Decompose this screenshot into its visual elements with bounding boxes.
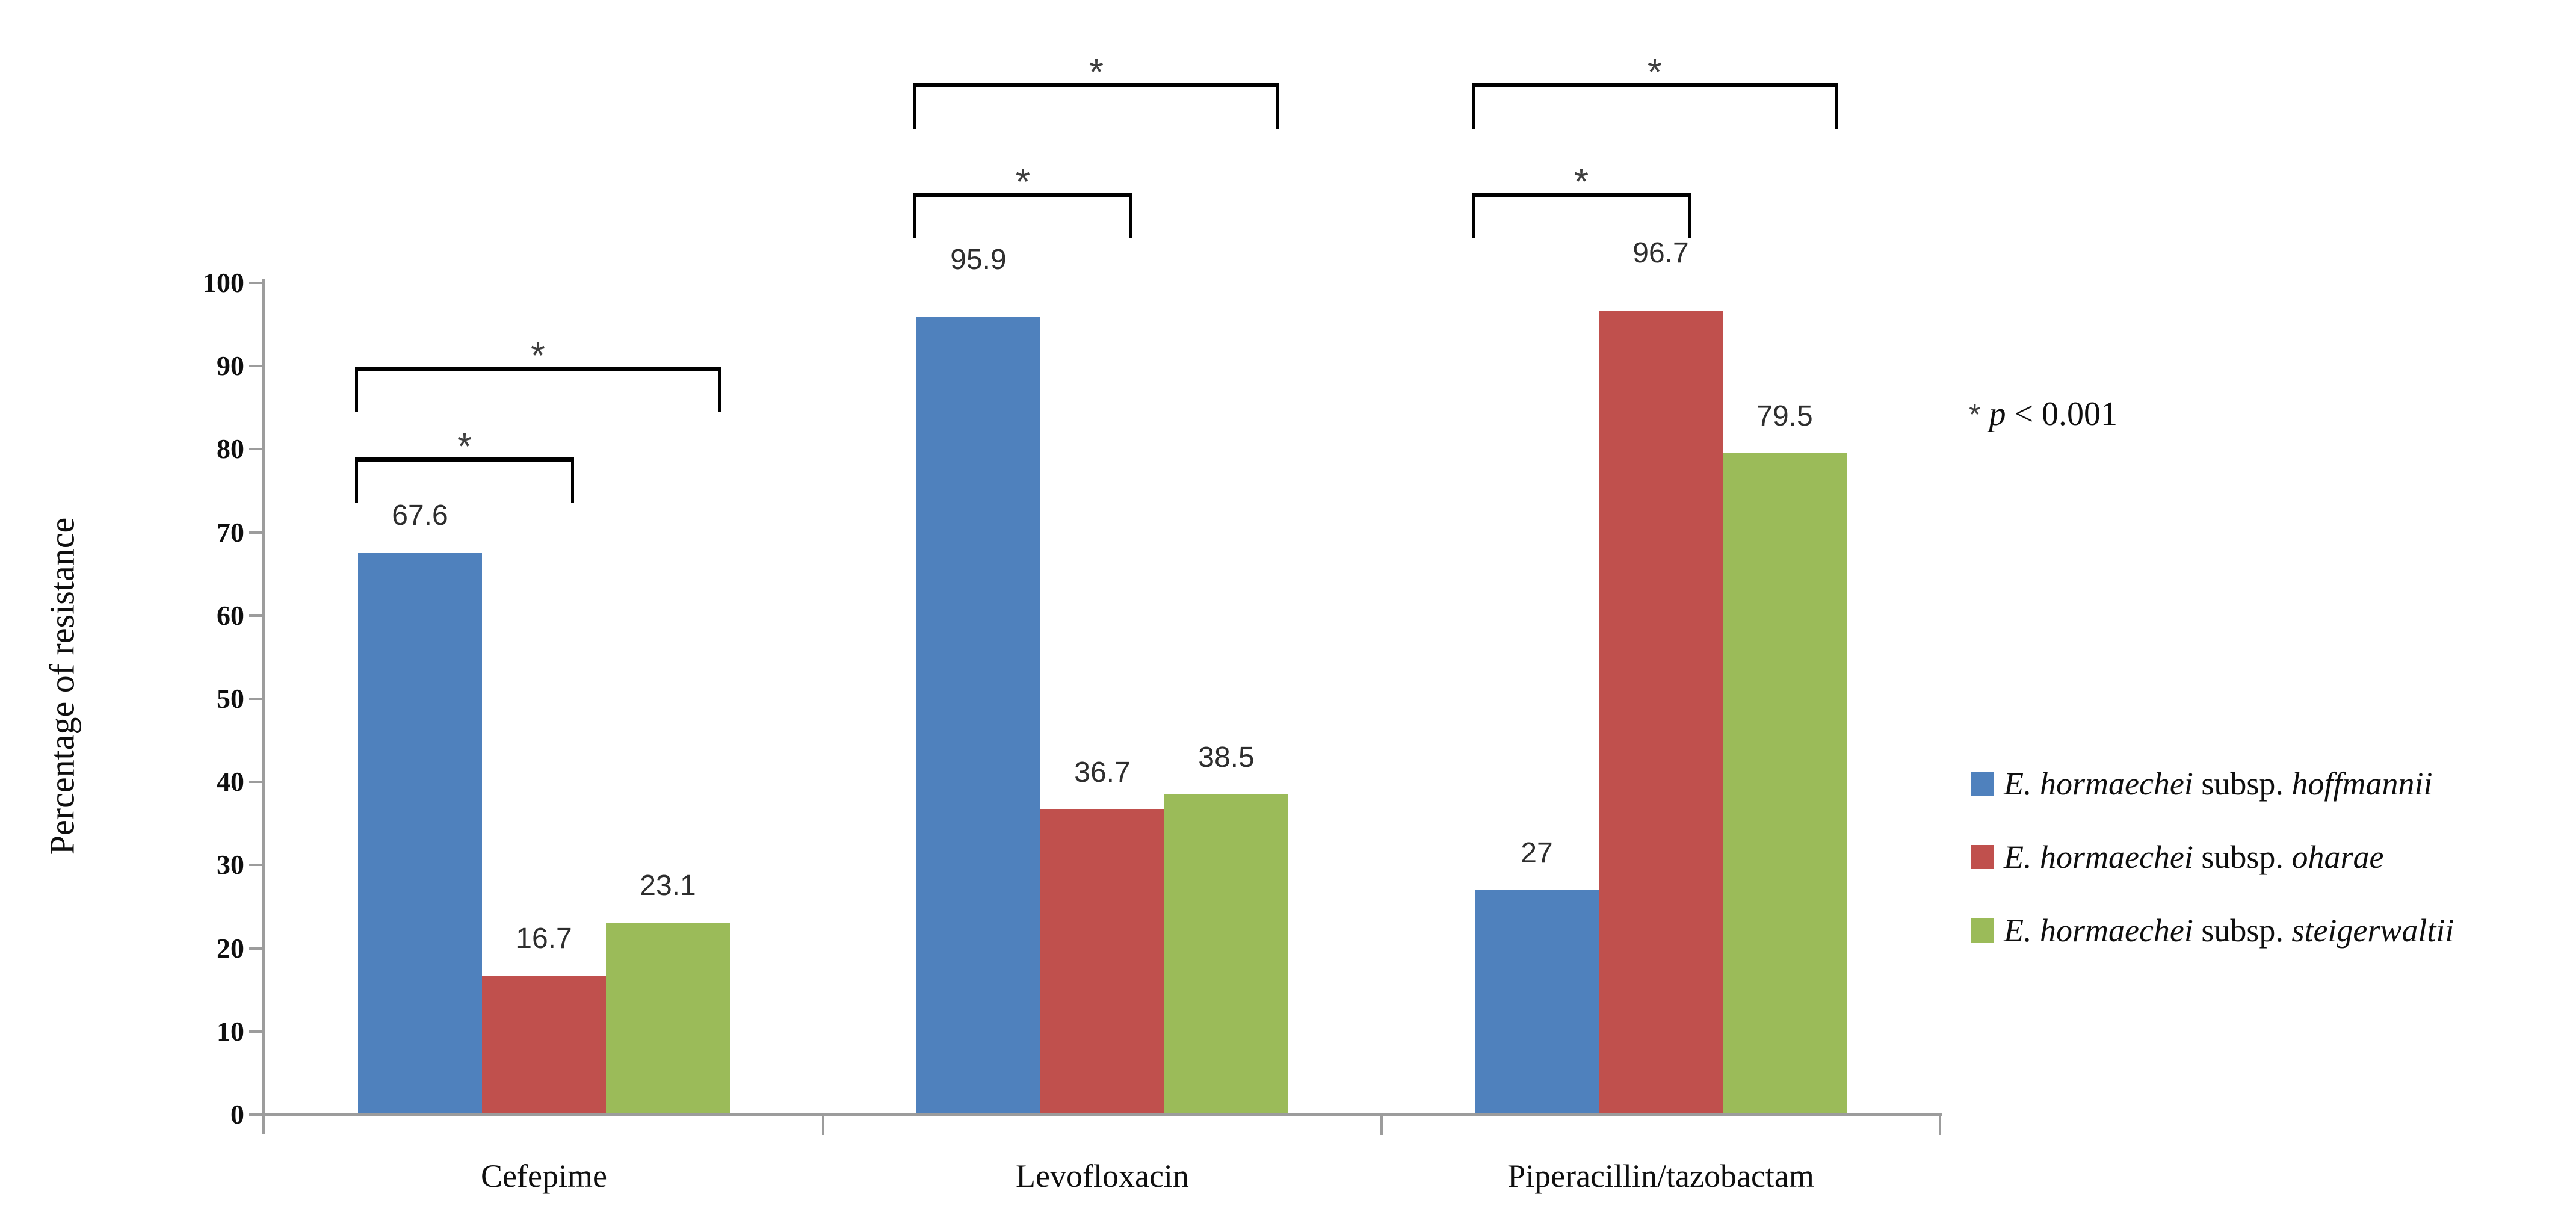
y-axis-tick-label: 50 [217,683,244,714]
bar-value-label: 95.9 [950,243,1007,276]
bar-steigerwaltii-Cefepime [606,923,730,1115]
legend-swatch [1971,772,1994,796]
significance-asterisk: * [1015,161,1031,203]
y-axis-tick-label: 30 [217,849,244,880]
bar-value-label: 23.1 [640,869,696,902]
significance-bracket [913,193,1132,238]
y-axis-tick [249,282,262,284]
legend-item: E. hormaechei subsp. oharae [1971,839,2383,875]
significance-note-p: p [1989,395,2006,433]
legend-label: E. hormaechei subsp. steigerwaltii [2004,912,2454,949]
x-axis-tick [1939,1115,1941,1135]
y-axis-tick [249,864,262,866]
significance-asterisk: * [1089,52,1104,93]
significance-asterisk: * [530,335,546,377]
legend-swatch [1971,845,1994,869]
y-axis-title: Percentage of resistance [42,517,82,855]
legend-item: E. hormaechei subsp. hoffmannii [1971,766,2432,802]
y-axis-tick [249,531,262,534]
bar-hoffmannii-Piperacillin/tazobactam [1475,890,1599,1115]
y-axis-tick-label: 60 [217,600,244,631]
y-axis-tick [249,365,262,367]
bar-value-label: 27 [1521,837,1553,869]
y-axis-tick [249,698,262,700]
bar-value-label: 67.6 [392,499,448,531]
significance-asterisk: * [1574,161,1589,203]
significance-bracket [1472,83,1838,129]
y-axis-tick-label: 20 [217,933,244,964]
bar-oharae-Levofloxacin [1040,809,1164,1115]
x-axis-tick [822,1115,824,1135]
y-axis-tick [249,781,262,783]
y-axis-tick [249,448,262,450]
x-axis-category-label: Cefepime [481,1158,607,1194]
significance-note-asterisk: * [1969,398,1981,432]
y-axis-tick [249,1113,262,1116]
bar-value-label: 38.5 [1198,741,1255,773]
y-axis-tick [249,614,262,617]
legend-item: E. hormaechei subsp. steigerwaltii [1971,912,2454,949]
legend-label: E. hormaechei subsp. hoffmannii [2004,766,2433,802]
x-axis-line [262,1113,1942,1116]
bar-steigerwaltii-Piperacillin/tazobactam [1723,453,1847,1115]
legend-label: E. hormaechei subsp. oharae [2004,839,2384,875]
bar-value-label: 16.7 [516,922,572,955]
bar-steigerwaltii-Levofloxacin [1164,794,1288,1115]
y-axis-tick-label: 80 [217,433,244,464]
y-axis-tick-label: 40 [217,766,244,797]
y-axis-tick-label: 0 [230,1099,244,1130]
significance-bracket [355,457,574,503]
y-axis-tick [249,947,262,950]
x-axis-tick [1380,1115,1383,1135]
legend-swatch [1971,918,1994,943]
significance-note: * p < 0.001 [1969,394,2117,435]
significance-bracket [913,83,1279,129]
y-axis-tick-label: 90 [217,350,244,381]
x-axis-category-label: Piperacillin/tazobactam [1507,1158,1814,1194]
bar-hoffmannii-Levofloxacin [916,317,1040,1115]
significance-bracket [1472,193,1691,238]
bar-hoffmannii-Cefepime [358,553,482,1115]
bar-oharae-Cefepime [482,976,606,1115]
y-axis-tick [249,1030,262,1033]
significance-bracket [355,367,721,412]
y-axis-tick-label: 70 [217,517,244,548]
y-axis-line [262,279,265,1134]
y-axis-tick-label: 10 [217,1016,244,1047]
significance-note-threshold: < 0.001 [2006,395,2118,433]
bar-oharae-Piperacillin/tazobactam [1599,311,1723,1115]
bar-value-label: 36.7 [1074,756,1131,788]
y-axis-tick-label: 100 [203,267,244,298]
significance-asterisk: * [457,426,472,468]
bar-value-label: 96.7 [1632,237,1689,269]
x-axis-category-label: Levofloxacin [1016,1158,1189,1194]
bar-value-label: 79.5 [1756,400,1813,432]
significance-asterisk: * [1647,52,1663,93]
